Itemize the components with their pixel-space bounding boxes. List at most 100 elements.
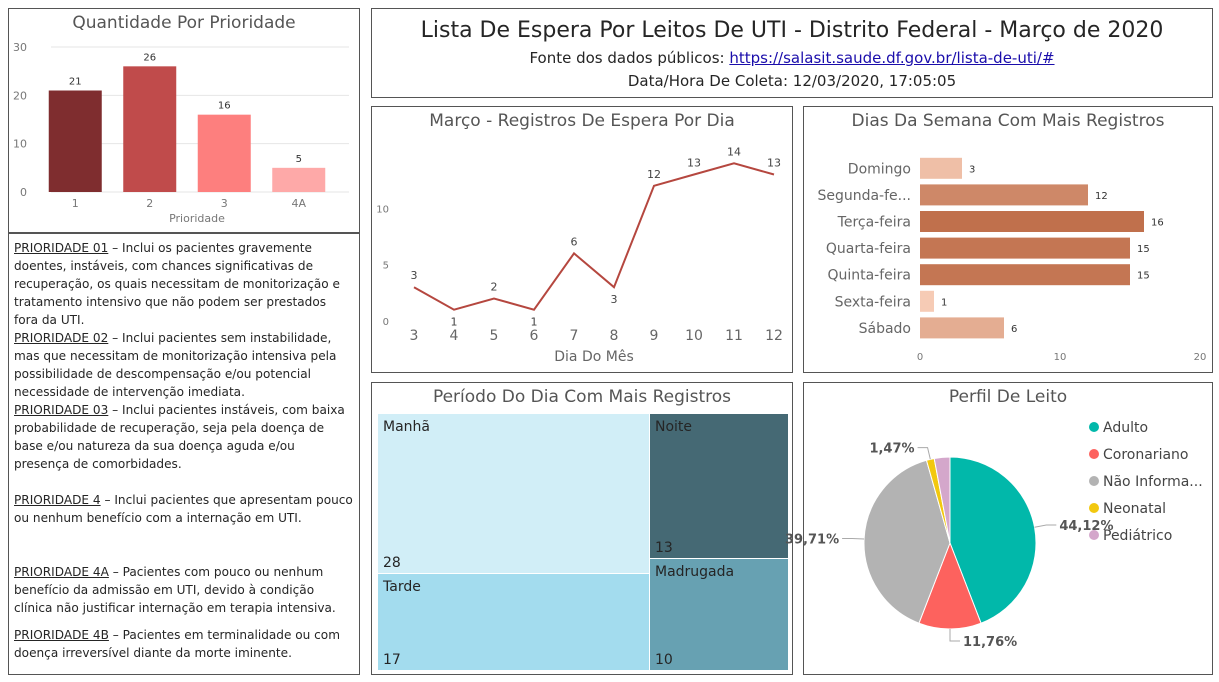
daily-x-tick-label: 6 — [530, 328, 539, 344]
priority-y-tick-label: 0 — [20, 186, 27, 199]
daily-chart-title: Março - Registros De Espera Por Dia — [429, 111, 735, 131]
legend-label: Coronariano — [1103, 447, 1189, 463]
weekday-category-label: Domingo — [848, 161, 911, 177]
daily-x-tick-label: 3 — [410, 328, 419, 344]
priority-description-heading: PRIORIDADE 4 — [14, 493, 101, 507]
legend-item[interactable]: Não Informa... — [1089, 474, 1203, 490]
daily-x-tick-label: 4 — [450, 328, 459, 344]
pie-data-label: 11,76% — [963, 635, 1017, 650]
priority-bar-chart: 0 10 20 30 21 1 26 2 16 3 5 4A Prioridade — [13, 41, 349, 225]
legend-color-dot — [1089, 503, 1099, 513]
priority-x-tick-label: 2 — [146, 197, 153, 210]
daily-data-label: 12 — [647, 168, 661, 181]
treemap-cell-tarde: Tarde 17 — [378, 573, 650, 671]
daily-y-tick-label: 10 — [376, 204, 389, 215]
legend-label: Pediátrico — [1103, 528, 1173, 544]
pie-slice — [918, 541, 982, 630]
daily-x-tick-label: 12 — [765, 328, 783, 344]
priority-descriptions-panel: PRIORIDADE 01 – Inclui os pacientes grav… — [8, 233, 360, 675]
daily-data-label: 13 — [687, 157, 701, 170]
priority-description-text: – Pacientes em terminalidade ou com doen… — [14, 628, 340, 660]
priority-x-axis-label: Prioridade — [169, 212, 225, 225]
weekday-bar — [920, 237, 1130, 259]
weekday-data-label: 3 — [969, 164, 975, 175]
source-link[interactable]: https://salasit.saude.df.gov.br/lista-de… — [729, 49, 1055, 67]
legend-item[interactable]: Pediátrico — [1089, 528, 1172, 544]
weekday-data-label: 1 — [941, 297, 947, 308]
daily-data-label: 1 — [531, 316, 538, 329]
weekday-bar — [920, 157, 962, 179]
period-chart-title: Período Do Dia Com Mais Registros — [432, 387, 732, 407]
pie-leader-line — [949, 629, 960, 642]
weekday-category-label: Terça-feira — [837, 215, 911, 231]
bed-profile-title: Perfil De Leito — [948, 387, 1068, 407]
priority-x-tick-label: 1 — [72, 197, 79, 210]
priority-chart-title: Quantidade Por Prioridade — [72, 13, 296, 33]
legend-label: Não Informa... — [1103, 474, 1203, 490]
legend-color-dot — [1089, 476, 1099, 486]
treemap-category-label: Manhã — [383, 419, 430, 435]
treemap-value-label: 17 — [383, 651, 401, 668]
daily-series-line — [413, 162, 775, 311]
period-treemap: Manhã 28 Tarde 17 Noite 13 Madrugada 10 — [378, 414, 789, 671]
treemap-category-label: Madrugada — [654, 564, 735, 581]
weekday-bar — [920, 211, 1144, 232]
priority-description: PRIORIDADE 4B – Pacientes em terminalida… — [14, 626, 353, 662]
pie-data-label: 1,47% — [869, 442, 914, 457]
pie-data-label: 39,71% — [785, 532, 839, 547]
weekday-chart-panel: Dias Da Semana Com Mais Registros 3 Domin… — [803, 106, 1213, 373]
priority-y-tick-label: 30 — [13, 41, 27, 54]
legend-item[interactable]: Coronariano — [1089, 447, 1188, 463]
daily-y-tick-label: 0 — [383, 317, 389, 328]
legend-label: Adulto — [1103, 420, 1149, 436]
bed-profile-pie-chart: 44,12% 11,76% 39,71% 1,47% — [785, 442, 1114, 650]
weekday-category-label: Quinta-feira — [827, 268, 911, 284]
pie-slice — [949, 456, 1037, 624]
priority-x-tick-label: 4A — [291, 197, 306, 210]
legend-item[interactable]: Neonatal — [1089, 501, 1166, 517]
priority-description-text: – Inclui pacientes que apresentam pouco … — [14, 493, 353, 525]
priority-description: PRIORIDADE 01 – Inclui os pacientes grav… — [14, 239, 353, 329]
dashboard-header: Lista De Espera Por Leitos De UTI - Dist… — [371, 8, 1213, 98]
daily-data-label: 14 — [727, 145, 741, 158]
legend-item[interactable]: Adulto — [1089, 420, 1148, 436]
weekday-data-label: 12 — [1095, 191, 1108, 202]
daily-chart-panel: Março - Registros De Espera Por Dia 0 5 10… — [371, 106, 793, 373]
weekday-category-label: Quarta-feira — [826, 241, 911, 257]
weekday-bar — [920, 184, 1088, 206]
priority-description: PRIORIDADE 4A – Pacientes com pouco ou n… — [14, 563, 353, 617]
weekday-x-tick-label: 20 — [1194, 352, 1207, 363]
daily-x-axis-label: Dia Do Mês — [554, 349, 633, 365]
daily-data-label: 1 — [451, 316, 458, 329]
priority-bar — [123, 66, 177, 192]
legend-color-dot — [1089, 530, 1099, 540]
priority-description: PRIORIDADE 02 – Inclui pacientes sem ins… — [14, 329, 353, 401]
weekday-bar — [920, 264, 1130, 286]
legend-color-dot — [1089, 449, 1099, 459]
daily-x-tick-label: 7 — [570, 328, 579, 344]
weekday-category-label: Sexta-feira — [835, 294, 911, 310]
legend-color-dot — [1089, 422, 1099, 432]
source-label: Fonte dos dados públicos: — [529, 49, 730, 67]
legend-label: Neonatal — [1103, 501, 1167, 517]
treemap-cell-madrugada: Madrugada 10 — [649, 559, 789, 671]
pie-slice — [933, 456, 951, 544]
daily-data-label: 3 — [611, 293, 618, 306]
weekday-data-label: 15 — [1137, 271, 1150, 282]
priority-description: PRIORIDADE 03 – Inclui pacientes instáve… — [14, 401, 353, 473]
weekday-x-tick-label: 10 — [1054, 352, 1067, 363]
priority-x-tick-label: 3 — [221, 197, 228, 210]
priority-description: PRIORIDADE 4 – Inclui pacientes que apre… — [14, 491, 353, 527]
weekday-x-tick-label: 0 — [917, 352, 923, 363]
priority-chart-panel: Quantidade Por Prioridade 0 10 20 30 21 1 26 2 1… — [8, 8, 360, 233]
treemap-value-label: 28 — [383, 554, 401, 571]
priority-description-heading: PRIORIDADE 4B — [14, 628, 109, 642]
priority-description-text: – Pacientes com pouco ou nenhum benefíci… — [14, 565, 336, 615]
pie-leader-line — [1034, 524, 1057, 528]
daily-data-label: 3 — [411, 269, 418, 282]
priority-description-text: – Inclui os pacientes gravemente doentes… — [14, 241, 340, 327]
daily-data-label: 13 — [767, 157, 781, 170]
treemap-category-label: Tarde — [383, 578, 421, 595]
priority-description-heading: PRIORIDADE 02 — [14, 331, 109, 345]
